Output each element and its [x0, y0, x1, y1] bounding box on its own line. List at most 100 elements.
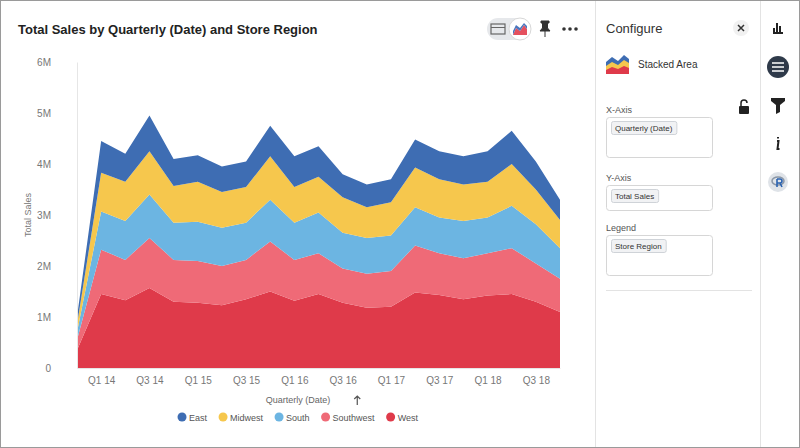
- legend-swatch: [178, 413, 187, 422]
- configure-panel: Configure Stacked Area X-Axis Quarterly (Da…: [606, 20, 752, 291]
- field-box[interactable]: [607, 236, 713, 276]
- y-tick: 4M: [37, 159, 77, 170]
- field-label: Legend: [606, 223, 636, 233]
- x-tick: Q3 17: [426, 368, 454, 386]
- r-icon-letter: [777, 179, 782, 187]
- x-tick: Q3 16: [330, 368, 358, 386]
- field-label: X-Axis: [606, 105, 633, 115]
- chip-label: Store Region: [615, 242, 662, 251]
- toolbar-toggle[interactable]: [487, 18, 531, 40]
- icon-bar: [767, 23, 789, 192]
- toolbar: [487, 18, 578, 40]
- x-axis: Q1 14 Q3 14 Q1 15 Q3 15 Q1 16 Q3 16 Q1 17 Q3 17…: [78, 368, 561, 386]
- x-tick: Q1 16: [281, 368, 309, 386]
- legend-swatch: [321, 413, 330, 422]
- x-tick-label: Q1 14: [88, 375, 116, 386]
- y-tick-label: 6M: [37, 57, 51, 68]
- x-tick: Q1 18: [474, 368, 502, 386]
- lock-shackle: [741, 100, 747, 106]
- close-icon: [738, 25, 744, 31]
- legend-label: Southwest: [333, 413, 376, 423]
- chip-bg[interactable]: [612, 240, 667, 253]
- y-tick-label: 0: [45, 363, 51, 374]
- field-box[interactable]: [607, 118, 713, 158]
- legend-swatch: [275, 413, 284, 422]
- legend-label: West: [398, 413, 419, 423]
- legend-item: Midwest: [219, 413, 264, 423]
- legend-item: Southwest: [321, 413, 375, 423]
- y-tick: 6M: [37, 57, 77, 68]
- legend-label: East: [189, 413, 208, 423]
- chart-type-icon[interactable]: [773, 23, 783, 33]
- info-icon[interactable]: [777, 137, 780, 149]
- y-tick-label: 1M: [37, 312, 51, 323]
- lock-body[interactable]: [739, 106, 749, 114]
- legend-item: South: [275, 413, 310, 423]
- x-tick-label: Q1 18: [474, 375, 502, 386]
- y-tick-label: 3M: [37, 210, 51, 221]
- y-tick: 1M: [37, 312, 77, 323]
- chart-icon-bg[interactable]: [509, 18, 531, 40]
- y-tick-label: 5M: [37, 108, 51, 119]
- table-icon[interactable]: [491, 24, 505, 34]
- legend-item: East: [178, 413, 208, 423]
- x-tick-label: Q3 16: [330, 375, 358, 386]
- y-axis-title: Total Sales: [23, 192, 33, 237]
- table-icon-line: [491, 27, 505, 28]
- configure-icon: [772, 63, 784, 71]
- close-button[interactable]: [733, 20, 749, 36]
- legend-swatch: [386, 413, 395, 422]
- y-tick-label: 2M: [37, 261, 51, 272]
- more-dot[interactable]: [574, 27, 578, 31]
- x-tick: Q3 18: [523, 368, 551, 386]
- frame: [1, 1, 800, 448]
- sort-arrow[interactable]: [354, 396, 360, 405]
- area-series: [77, 288, 560, 368]
- more-dot[interactable]: [562, 27, 566, 31]
- type-icon-mid: [606, 60, 629, 74]
- chip-bg[interactable]: [612, 122, 677, 135]
- panel-divider: [595, 1, 596, 447]
- y-tick: 2M: [37, 261, 77, 272]
- y-tick: 3M: [37, 210, 77, 221]
- panel-separator: [606, 290, 752, 291]
- x-tick: Q3 14: [136, 368, 164, 386]
- x-tick: Q1 17: [378, 368, 406, 386]
- r-icon-bg[interactable]: [768, 172, 788, 192]
- x-tick-label: Q3 17: [426, 375, 454, 386]
- filter-icon[interactable]: [771, 98, 785, 114]
- x-tick: Q1 14: [88, 368, 116, 386]
- y-axis-line: [77, 63, 78, 369]
- panel-title: Configure: [606, 21, 662, 36]
- more-dot[interactable]: [568, 27, 572, 31]
- area-series: [77, 116, 560, 325]
- x-tick: Q1 15: [185, 368, 213, 386]
- field-chip: Quarterly (Date): [612, 122, 677, 135]
- chip-label: Quarterly (Date): [615, 124, 673, 133]
- x-axis-title: Quarterly (Date): [266, 395, 331, 405]
- field-label: Y-Axis: [606, 173, 632, 183]
- type-icon-front: [606, 66, 629, 74]
- pin-icon[interactable]: [540, 21, 550, 37]
- x-tick-label: Q1 17: [378, 375, 406, 386]
- plot-area: [77, 116, 560, 368]
- legend-label: South: [286, 413, 310, 423]
- field-box[interactable]: [607, 186, 713, 211]
- x-tick-label: Q3 15: [233, 375, 261, 386]
- legend-swatch: [219, 413, 228, 422]
- x-axis-line: [78, 368, 561, 369]
- y-axis: 0 1M 2M 3M 4M 5M 6M: [37, 57, 77, 374]
- x-tick-label: Q1 16: [281, 375, 309, 386]
- chip-bg[interactable]: [612, 190, 659, 203]
- y-tick-label: 4M: [37, 159, 51, 170]
- x-tick-label: Q3 18: [523, 375, 551, 386]
- chart-type-label: Stacked Area: [638, 59, 698, 70]
- sidebar-divider: [760, 1, 761, 447]
- chart-icon-top: [513, 23, 527, 35]
- type-icon-back: [606, 55, 629, 74]
- field-chip: Total Sales: [612, 190, 659, 203]
- x-tick: Q3 15: [233, 368, 261, 386]
- field-chip: Store Region: [612, 240, 667, 253]
- legend-label: Midwest: [230, 413, 264, 423]
- configure-icon-bg[interactable]: [767, 56, 789, 78]
